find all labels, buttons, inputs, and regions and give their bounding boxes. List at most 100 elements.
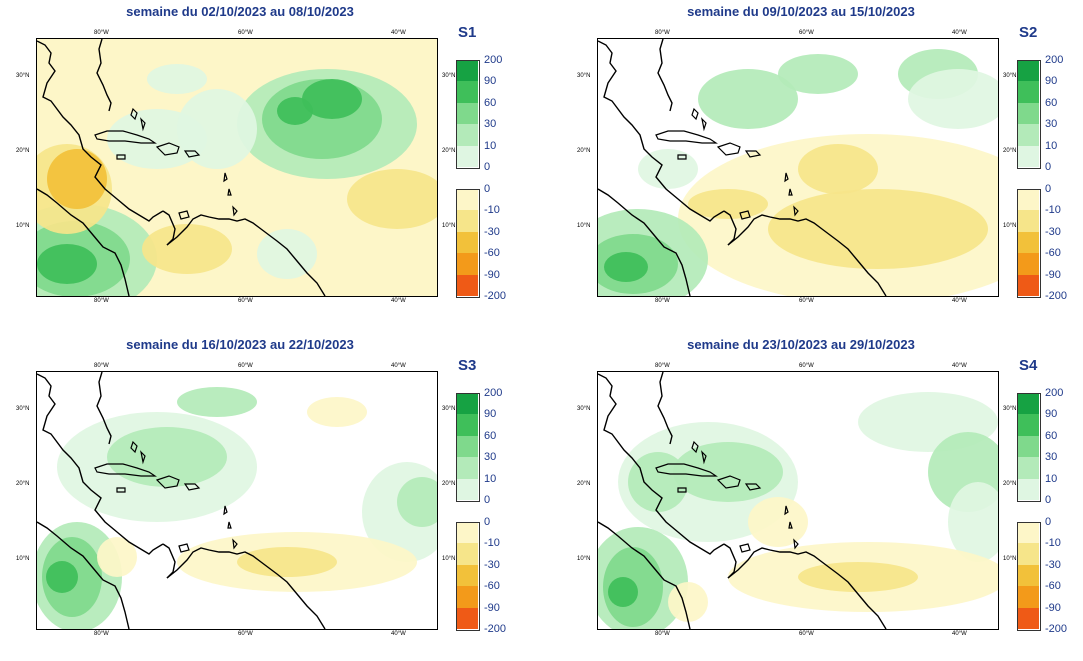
colorbar-swatch: [456, 543, 478, 565]
colorbar-label: -30: [1045, 225, 1061, 238]
anomaly-map: [36, 371, 438, 630]
colorbar-swatch: [456, 124, 478, 146]
colorbar-swatch: [1017, 607, 1039, 629]
panel-label: S1: [458, 24, 477, 41]
colorbar-frame: [1017, 393, 1041, 502]
wet-anomaly-area: [107, 427, 227, 487]
lon-tick-label: 40°W: [391, 631, 406, 637]
colorbar-swatch: [456, 60, 478, 82]
colorbar-swatch: [1017, 81, 1039, 103]
colorbar-label: 30: [1045, 451, 1058, 464]
colorbar-frame: [456, 522, 480, 631]
coastline: [727, 214, 887, 296]
dry-anomaly-area: [347, 169, 437, 229]
island-outline: [227, 188, 232, 196]
colorbar-label: 90: [1045, 408, 1058, 421]
panel-title: semaine du 09/10/2023 au 15/10/2023: [687, 4, 915, 19]
colorbar-label: 60: [484, 96, 497, 109]
lat-tick-label: 20°N: [1003, 148, 1017, 154]
wet-anomaly-area: [177, 387, 257, 417]
map-canvas: [37, 372, 437, 629]
lon-tick-label: 40°W: [952, 30, 967, 36]
map-panel-s4: semaine du 23/10/2023 au 29/10/2023 S4 8…: [561, 333, 1083, 661]
island-outline: [677, 487, 687, 493]
colorbar-label: 10: [484, 139, 497, 152]
lon-tick-label: 40°W: [952, 363, 967, 369]
colorbar-label: 200: [1045, 387, 1064, 399]
island-outline: [716, 475, 741, 489]
island-outline: [739, 210, 751, 220]
island-outline: [116, 487, 126, 493]
panel-label: S3: [458, 357, 477, 374]
coastline: [727, 547, 887, 629]
colorbar-label: 90: [484, 75, 497, 88]
colorbar-label: -90: [1045, 601, 1061, 614]
coastline: [598, 373, 725, 555]
lon-tick-label: 60°W: [238, 631, 253, 637]
island-outline: [155, 142, 180, 156]
colorbar-label: 0: [1045, 161, 1052, 173]
lat-tick-label: 10°N: [16, 223, 30, 229]
island-outline: [130, 440, 138, 454]
dry-colorbar: 0 -10 -30 -60 -90 -200: [1017, 516, 1067, 635]
lat-tick-label: 20°N: [1003, 481, 1017, 487]
colorbar-swatch: [456, 435, 478, 458]
colorbar-swatch: [456, 414, 478, 436]
colorbar-label: 0: [484, 494, 491, 506]
island-outline: [232, 205, 238, 217]
colorbar-swatch: [1017, 145, 1039, 167]
colorbar-swatch: [456, 522, 478, 544]
panel-title: semaine du 16/10/2023 au 22/10/2023: [126, 337, 354, 352]
wet-anomaly-area: [638, 149, 698, 189]
colorbar-label: 0: [484, 183, 491, 195]
colorbar-swatch: [1017, 564, 1039, 587]
colorbar-label: -60: [484, 247, 500, 260]
lat-tick-label: 30°N: [1003, 406, 1017, 412]
dry-anomaly-area: [237, 547, 337, 577]
dry-anomaly-area: [768, 189, 988, 269]
panel-label: S2: [1019, 24, 1038, 41]
colorbar-label: 30: [484, 451, 497, 464]
island-outline: [784, 172, 789, 183]
coastline: [657, 39, 673, 112]
colorbar-swatch: [1017, 210, 1039, 232]
colorbar-frame: [456, 60, 480, 169]
wet-anomaly-area: [778, 54, 858, 94]
colorbar-swatch: [456, 457, 478, 479]
colorbar-label: -200: [484, 623, 507, 635]
island-outline: [744, 150, 762, 158]
wet-anomaly-area: [257, 229, 317, 279]
lon-tick-label: 40°W: [391, 363, 406, 369]
lat-tick-label: 10°N: [1003, 556, 1017, 562]
colorbar-frame: [1017, 522, 1041, 631]
coastline: [37, 188, 130, 296]
colorbar-label: 90: [484, 408, 497, 421]
dry-anomaly-area: [798, 144, 878, 194]
coastline: [598, 521, 691, 629]
colorbar-swatch: [456, 189, 478, 211]
island-outline: [793, 205, 799, 217]
colorbar-label: -60: [484, 580, 500, 593]
lat-tick-label: 10°N: [16, 556, 30, 562]
lon-tick-label: 80°W: [655, 363, 670, 369]
colorbar-label: 0: [484, 161, 491, 173]
coastline: [37, 373, 164, 555]
map-panel-s3: semaine du 16/10/2023 au 22/10/2023 S3 8…: [0, 333, 541, 661]
wet-anomaly-area: [604, 252, 648, 282]
lon-tick-label: 40°W: [391, 30, 406, 36]
wet-anomaly-area: [302, 79, 362, 119]
island-outline: [784, 505, 789, 516]
colorbar-swatch: [456, 607, 478, 629]
island-outline: [116, 154, 126, 160]
island-outline: [178, 543, 190, 553]
lat-tick-label: 20°N: [577, 481, 591, 487]
lon-tick-label: 80°W: [94, 30, 109, 36]
coastline: [166, 547, 326, 629]
colorbar-label: -30: [484, 225, 500, 238]
wet-anomaly-area: [46, 561, 78, 593]
coastline: [96, 372, 112, 445]
colorbar-label: 0: [1045, 494, 1052, 506]
dry-colorbar: 0 -10 -30 -60 -90 -200: [456, 183, 506, 302]
colorbar-label: 0: [1045, 183, 1052, 195]
colorbar-label: -30: [1045, 558, 1061, 571]
